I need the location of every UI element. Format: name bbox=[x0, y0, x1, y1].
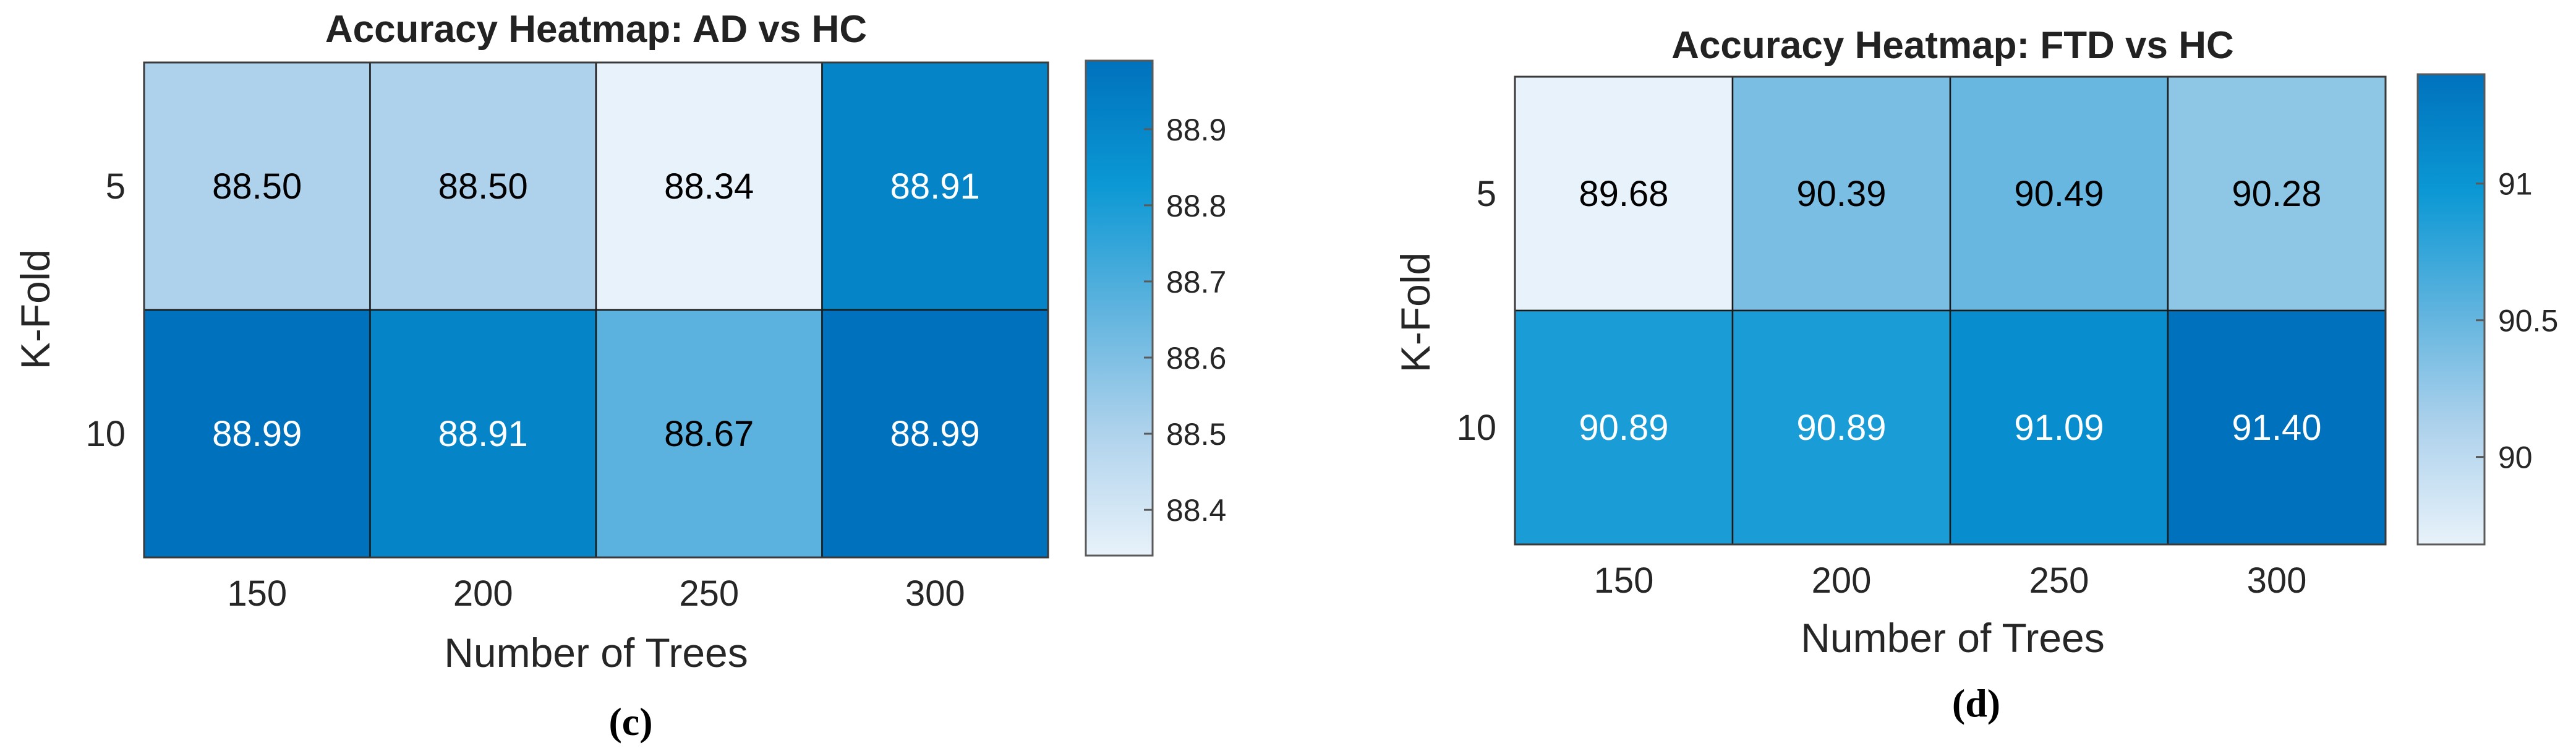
x-tick-labels: 150 200 250 300 bbox=[227, 573, 965, 614]
colorbar-tick-label: 91 bbox=[2498, 167, 2533, 202]
x-tick-label: 250 bbox=[679, 573, 739, 614]
y-tick-label: 10 bbox=[1456, 408, 1496, 448]
colorbar-tick-label: 88.7 bbox=[1166, 265, 1226, 299]
chart-title: Accuracy Heatmap: FTD vs HC bbox=[1671, 24, 2234, 67]
cell-value-label: 88.67 bbox=[664, 414, 754, 454]
x-tick-label: 200 bbox=[1812, 561, 1872, 601]
heatmap-cell bbox=[369, 61, 597, 311]
cell-value-label: 91.40 bbox=[2232, 408, 2321, 448]
x-tick-label: 300 bbox=[2247, 561, 2307, 601]
x-tick-label: 300 bbox=[905, 573, 965, 614]
y-axis-label: K-Fold bbox=[12, 249, 58, 369]
colorbar-tick-label: 88.9 bbox=[1166, 113, 1226, 147]
panel-label: (c) bbox=[608, 700, 652, 744]
y-tick-labels: 5 10 bbox=[85, 166, 126, 454]
cell-value-label: 88.99 bbox=[890, 414, 980, 454]
cell-value-label: 88.91 bbox=[890, 166, 980, 207]
heatmap-cell bbox=[369, 309, 597, 559]
cell-value-label: 89.68 bbox=[1579, 174, 1668, 214]
heatmap-cell bbox=[143, 61, 371, 311]
colorbar-tick-label: 90 bbox=[2498, 440, 2533, 475]
colorbar bbox=[2416, 73, 2486, 546]
heatmap-cell bbox=[1514, 75, 1734, 312]
y-tick-labels: 5 10 bbox=[1456, 174, 1496, 448]
cell-value-label: 90.39 bbox=[1796, 174, 1886, 214]
x-axis-label: Number of Trees bbox=[444, 630, 748, 676]
colorbar-tick-label: 88.4 bbox=[1166, 493, 1226, 528]
heatmap-cell bbox=[595, 309, 823, 559]
heatmap-cells: 89.68 90.39 90.49 90.28 90.89 90.89 91.09 91.40 bbox=[1514, 75, 2387, 546]
heatmap-cells: 88.50 88.50 88.34 88.91 88.99 88.91 88.67 88.99 bbox=[143, 61, 1049, 559]
colorbar-tick-label: 88.6 bbox=[1166, 341, 1226, 376]
heatmap-panel-c: Accuracy Heatmap: AD vs HC 88.50 88.50 88.… bbox=[12, 8, 1226, 744]
colorbar-tick-label: 88.5 bbox=[1166, 417, 1226, 452]
colorbar-tick-label: 90.5 bbox=[2498, 304, 2558, 338]
cell-value-label: 90.89 bbox=[1796, 408, 1886, 448]
heatmap-cell bbox=[2167, 75, 2387, 312]
colorbar-ticks: 90 90.5 91 bbox=[2476, 167, 2558, 475]
heatmap-cell bbox=[1514, 309, 1734, 546]
colorbar-ticks: 88.4 88.5 88.6 88.7 88.8 88.9 bbox=[1144, 113, 1226, 528]
heatmap-frame bbox=[1514, 75, 2387, 546]
x-tick-label: 150 bbox=[227, 573, 287, 614]
heatmap-panel-d: Accuracy Heatmap: FTD vs HC 89.68 90.39 90… bbox=[1392, 24, 2558, 725]
cell-value-label: 90.89 bbox=[1579, 408, 1668, 448]
cell-value-label: 88.50 bbox=[438, 166, 528, 207]
heatmap-frame bbox=[143, 61, 1049, 559]
chart-title: Accuracy Heatmap: AD vs HC bbox=[325, 8, 867, 51]
cell-value-label: 91.09 bbox=[2014, 408, 2104, 448]
cell-value-label: 88.91 bbox=[438, 414, 528, 454]
cell-value-label: 90.49 bbox=[2014, 174, 2104, 214]
heatmap-cell bbox=[821, 309, 1049, 559]
cell-value-label: 88.34 bbox=[664, 166, 754, 207]
y-axis-label: K-Fold bbox=[1392, 252, 1438, 372]
cell-value-label: 90.28 bbox=[2232, 174, 2321, 214]
cell-value-label: 88.50 bbox=[212, 166, 302, 207]
heatmap-cell bbox=[1949, 75, 2169, 312]
x-tick-labels: 150 200 250 300 bbox=[1594, 561, 2307, 601]
heatmap-cell bbox=[821, 61, 1049, 311]
panel-label: (d) bbox=[1952, 681, 2000, 725]
y-tick-label: 5 bbox=[1477, 174, 1496, 214]
y-tick-label: 5 bbox=[106, 166, 126, 207]
x-tick-label: 200 bbox=[453, 573, 513, 614]
x-tick-label: 250 bbox=[2029, 561, 2089, 601]
heatmap-cell bbox=[2167, 309, 2387, 546]
y-tick-label: 10 bbox=[85, 414, 126, 454]
heatmap-cell bbox=[1731, 309, 1951, 546]
cell-value-label: 88.99 bbox=[212, 414, 302, 454]
heatmap-cell bbox=[143, 309, 371, 559]
heatmap-cell bbox=[1949, 309, 2169, 546]
x-tick-label: 150 bbox=[1594, 561, 1654, 601]
colorbar-tick-label: 88.8 bbox=[1166, 189, 1226, 223]
colorbar bbox=[1085, 59, 1154, 557]
x-axis-label: Number of Trees bbox=[1801, 615, 2105, 661]
